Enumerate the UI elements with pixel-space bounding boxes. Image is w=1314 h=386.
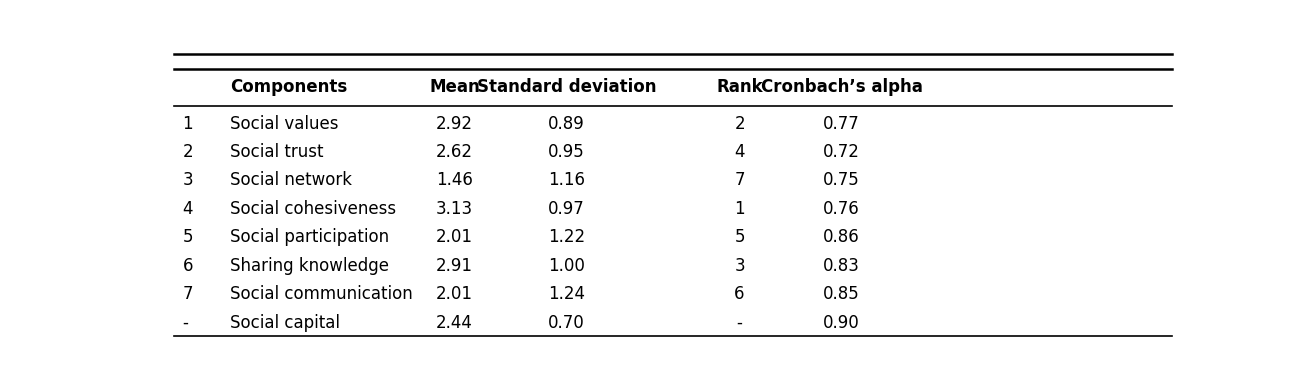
- Text: 1.46: 1.46: [436, 171, 473, 190]
- Text: 0.70: 0.70: [548, 314, 585, 332]
- Text: 2.62: 2.62: [436, 143, 473, 161]
- Text: 0.72: 0.72: [823, 143, 859, 161]
- Text: Standard deviation: Standard deviation: [477, 78, 656, 96]
- Text: 5: 5: [183, 229, 193, 246]
- Text: Social values: Social values: [230, 115, 339, 133]
- Text: 2.01: 2.01: [436, 229, 473, 246]
- Text: 1: 1: [735, 200, 745, 218]
- Text: 0.75: 0.75: [823, 171, 859, 190]
- Text: 1.24: 1.24: [548, 285, 585, 303]
- Text: Social network: Social network: [230, 171, 352, 190]
- Text: 6: 6: [183, 257, 193, 275]
- Text: 0.76: 0.76: [823, 200, 859, 218]
- Text: 0.90: 0.90: [823, 314, 859, 332]
- Text: Mean: Mean: [430, 78, 480, 96]
- Text: Cronbach’s alpha: Cronbach’s alpha: [761, 78, 922, 96]
- Text: 1.16: 1.16: [548, 171, 585, 190]
- Text: 0.83: 0.83: [823, 257, 859, 275]
- Text: -: -: [737, 314, 742, 332]
- Text: 5: 5: [735, 229, 745, 246]
- Text: 3: 3: [183, 171, 193, 190]
- Text: -: -: [183, 314, 188, 332]
- Text: Social capital: Social capital: [230, 314, 340, 332]
- Text: 2.01: 2.01: [436, 285, 473, 303]
- Text: 4: 4: [183, 200, 193, 218]
- Text: 0.97: 0.97: [548, 200, 585, 218]
- Text: 7: 7: [735, 171, 745, 190]
- Text: 6: 6: [735, 285, 745, 303]
- Text: 2.44: 2.44: [436, 314, 473, 332]
- Text: 0.86: 0.86: [823, 229, 859, 246]
- Text: 3: 3: [735, 257, 745, 275]
- Text: Social trust: Social trust: [230, 143, 325, 161]
- Text: 1.22: 1.22: [548, 229, 585, 246]
- Text: Rank: Rank: [716, 78, 763, 96]
- Text: 0.85: 0.85: [823, 285, 859, 303]
- Text: Social communication: Social communication: [230, 285, 413, 303]
- Text: 2: 2: [183, 143, 193, 161]
- Text: Sharing knowledge: Sharing knowledge: [230, 257, 389, 275]
- Text: 4: 4: [735, 143, 745, 161]
- Text: 0.77: 0.77: [823, 115, 859, 133]
- Text: 3.13: 3.13: [436, 200, 473, 218]
- Text: Social cohesiveness: Social cohesiveness: [230, 200, 397, 218]
- Text: 2: 2: [735, 115, 745, 133]
- Text: 1.00: 1.00: [548, 257, 585, 275]
- Text: 2.91: 2.91: [436, 257, 473, 275]
- Text: 0.95: 0.95: [548, 143, 585, 161]
- Text: 7: 7: [183, 285, 193, 303]
- Text: Components: Components: [230, 78, 348, 96]
- Text: 0.89: 0.89: [548, 115, 585, 133]
- Text: 1: 1: [183, 115, 193, 133]
- Text: Social participation: Social participation: [230, 229, 389, 246]
- Text: 2.92: 2.92: [436, 115, 473, 133]
